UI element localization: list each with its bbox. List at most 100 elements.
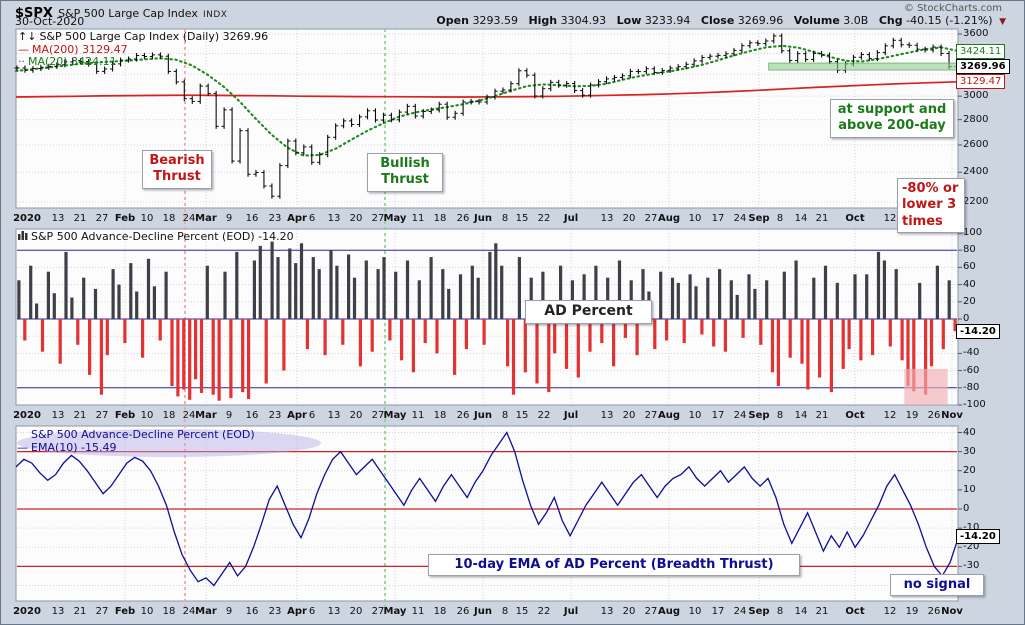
x-tick-label: 24 [733,606,747,617]
x-tick-label: 15 [515,606,529,617]
x-tick-label: 21 [73,213,87,224]
x-tick-label: 20 [349,410,363,421]
x-tick-label: Oct [845,213,865,224]
x-tick-label: Sep [748,410,770,421]
ema-legend: — EMA(10) -15.49 [17,441,117,454]
x-tick-label: 27 [95,410,109,421]
x-tick-label: Feb [114,606,136,617]
volume-label: Volume [793,14,840,27]
x-tick-label: 13 [327,410,341,421]
x-tick-label: 22 [537,606,551,617]
y-tick-label: -10 [963,522,980,534]
close-label: Close [700,14,735,27]
x-tick-label: Oct [845,606,865,617]
x-tick-label: 2020 [13,410,41,421]
x-tick-label: Jul [563,410,579,421]
x-tick-label: Jun [474,606,492,617]
y-tick-label: -100 [963,399,986,410]
x-tick-label: Jul [563,213,579,224]
x-tick-label: Jul [563,606,579,617]
x-tick-label: 17 [711,410,725,421]
x-tick-label: 24 [733,410,747,421]
y-tick-label: 3000 [963,90,989,102]
x-tick-label: 10 [688,213,702,224]
volume-value: 3.0B [843,14,869,27]
breadth-thrust-annotation: 10-day EMA of AD Percent (Breadth Thrust… [428,554,800,577]
x-tick-label: 27 [371,606,385,617]
y-tick-label: -30 [963,560,980,572]
price-tag: -14.20 [956,528,1000,544]
x-tick-label: Sep [748,606,770,617]
ema-legend-text: EMA(10) -15.49 [31,441,117,454]
y-tick-label: 20 [963,464,976,476]
y-tick-label: -60 [963,364,980,376]
x-tick-label: 22 [537,213,551,224]
x-tick-label: 2020 [13,213,41,224]
x-tick-label: 24 [182,606,196,617]
x-tick-label: 26 [456,410,470,421]
x-tick-label: Apr [287,606,307,617]
x-tick-label: 13 [600,410,614,421]
y-tick-label: 2400 [963,166,989,178]
x-tick-label: 12 [883,213,897,224]
x-tick-label: 6 [308,213,316,224]
y-tick-label: 80 [963,244,976,256]
x-tick-label: 13 [51,213,65,224]
x-tick-label: 13 [600,606,614,617]
x-tick-label: 13 [327,606,341,617]
y-tick-label: 40 [963,278,976,290]
x-tick-label: 8 [501,213,509,224]
chg-label: Chg [878,14,903,27]
support-annotation: at support and above 200-day [830,99,954,138]
bullish-thrust-annotation: Bullish Thrust [367,153,443,192]
ema-panel-title: S&P 500 Advance-Decline Percent (EOD) [31,428,255,441]
x-tick-label: 20 [349,606,363,617]
x-tick-label: 24 [182,213,196,224]
x-tick-label: 26 [927,606,941,617]
x-tick-label: 2020 [13,606,41,617]
x-tick-label: 6 [308,410,316,421]
x-tick-label: 12 [883,410,897,421]
chg-value: -40.15 (-1.21%) [906,14,993,27]
x-tick-label: Sep [748,213,770,224]
x-tick-label: Feb [114,410,136,421]
ma20-dotted-icon: ·· [18,55,25,68]
x-tick-label: 21 [815,606,829,617]
x-tick-label: 13 [51,606,65,617]
x-tick-label: Feb [114,213,136,224]
x-tick-label: 27 [95,606,109,617]
x-tick-label: 23 [268,606,282,617]
x-tick-label: 8 [776,606,784,617]
x-tick-label: 18 [433,213,447,224]
chart-date: 30-Oct-2020 [15,15,85,28]
x-tick-label: 12 [883,606,897,617]
x-tick-label: 21 [815,213,829,224]
x-tick-label: May [383,410,407,421]
header-row-1: $SPX S&P 500 Large Cap Index INDX [15,2,227,21]
x-tick-label: 9 [225,606,233,617]
x-tick-label: 8 [501,606,509,617]
x-tick-label: 14 [794,213,808,224]
price-tag: 3269.96 [956,59,1010,75]
x-tick-label: 14 [794,410,808,421]
chg-dropdown-icon[interactable]: ▼ [999,17,1006,27]
x-tick-label: Oct [845,410,865,421]
x-tick-label: Mar [195,606,217,617]
x-tick-label: 27 [371,213,385,224]
high-label: High [528,14,558,27]
x-tick-label: 23 [268,410,282,421]
x-tick-label: 15 [515,213,529,224]
neg80-annotation: -80% or lower 3 times [897,178,965,233]
index-name: S&P 500 Large Cap Index [58,7,198,20]
ema-panel-title-text: S&P 500 Advance-Decline Percent (EOD) [31,428,255,441]
bar-chart-icon [18,230,28,243]
x-tick-label: Aug [657,606,681,617]
x-tick-label: May [383,606,407,617]
x-tick-label: 20 [349,213,363,224]
no-signal-annotation: no signal [890,574,984,597]
price-panel-legend: ↑↓ S&P 500 Large Cap Index (Daily) 3269.9… [18,30,268,43]
open-label: Open [436,14,469,27]
ma200-legend-text: MA(200) 3129.47 [32,43,128,56]
x-tick-label: 22 [537,410,551,421]
x-tick-label: 10 [688,606,702,617]
